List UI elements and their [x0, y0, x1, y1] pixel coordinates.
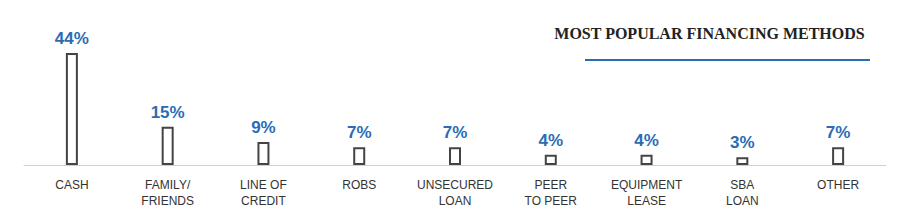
svg-text:44%: 44%: [55, 29, 89, 48]
svg-text:LOAN: LOAN: [439, 194, 472, 208]
svg-text:UNSECURED: UNSECURED: [417, 178, 493, 192]
svg-text:3%: 3%: [730, 133, 755, 152]
svg-text:ROBS: ROBS: [342, 178, 376, 192]
svg-text:CASH: CASH: [55, 178, 88, 192]
svg-text:9%: 9%: [251, 118, 276, 137]
svg-text:MOST POPULAR FINANCING METHODS: MOST POPULAR FINANCING METHODS: [554, 25, 864, 42]
svg-text:15%: 15%: [151, 103, 185, 122]
svg-text:7%: 7%: [347, 123, 372, 142]
svg-text:FRIENDS: FRIENDS: [141, 194, 194, 208]
svg-text:LINE OF: LINE OF: [240, 178, 287, 192]
svg-text:TO PEER: TO PEER: [525, 194, 578, 208]
svg-text:PEER: PEER: [534, 178, 567, 192]
svg-text:EQUIPMENT: EQUIPMENT: [611, 178, 683, 192]
svg-text:CREDIT: CREDIT: [241, 194, 286, 208]
svg-text:LOAN: LOAN: [726, 194, 759, 208]
svg-text:4%: 4%: [634, 131, 659, 150]
svg-text:7%: 7%: [443, 123, 468, 142]
svg-text:FAMILY/: FAMILY/: [145, 178, 191, 192]
svg-text:SBA: SBA: [730, 178, 754, 192]
svg-text:7%: 7%: [826, 123, 851, 142]
svg-text:LEASE: LEASE: [627, 194, 666, 208]
svg-text:4%: 4%: [538, 131, 563, 150]
svg-text:OTHER: OTHER: [817, 178, 859, 192]
